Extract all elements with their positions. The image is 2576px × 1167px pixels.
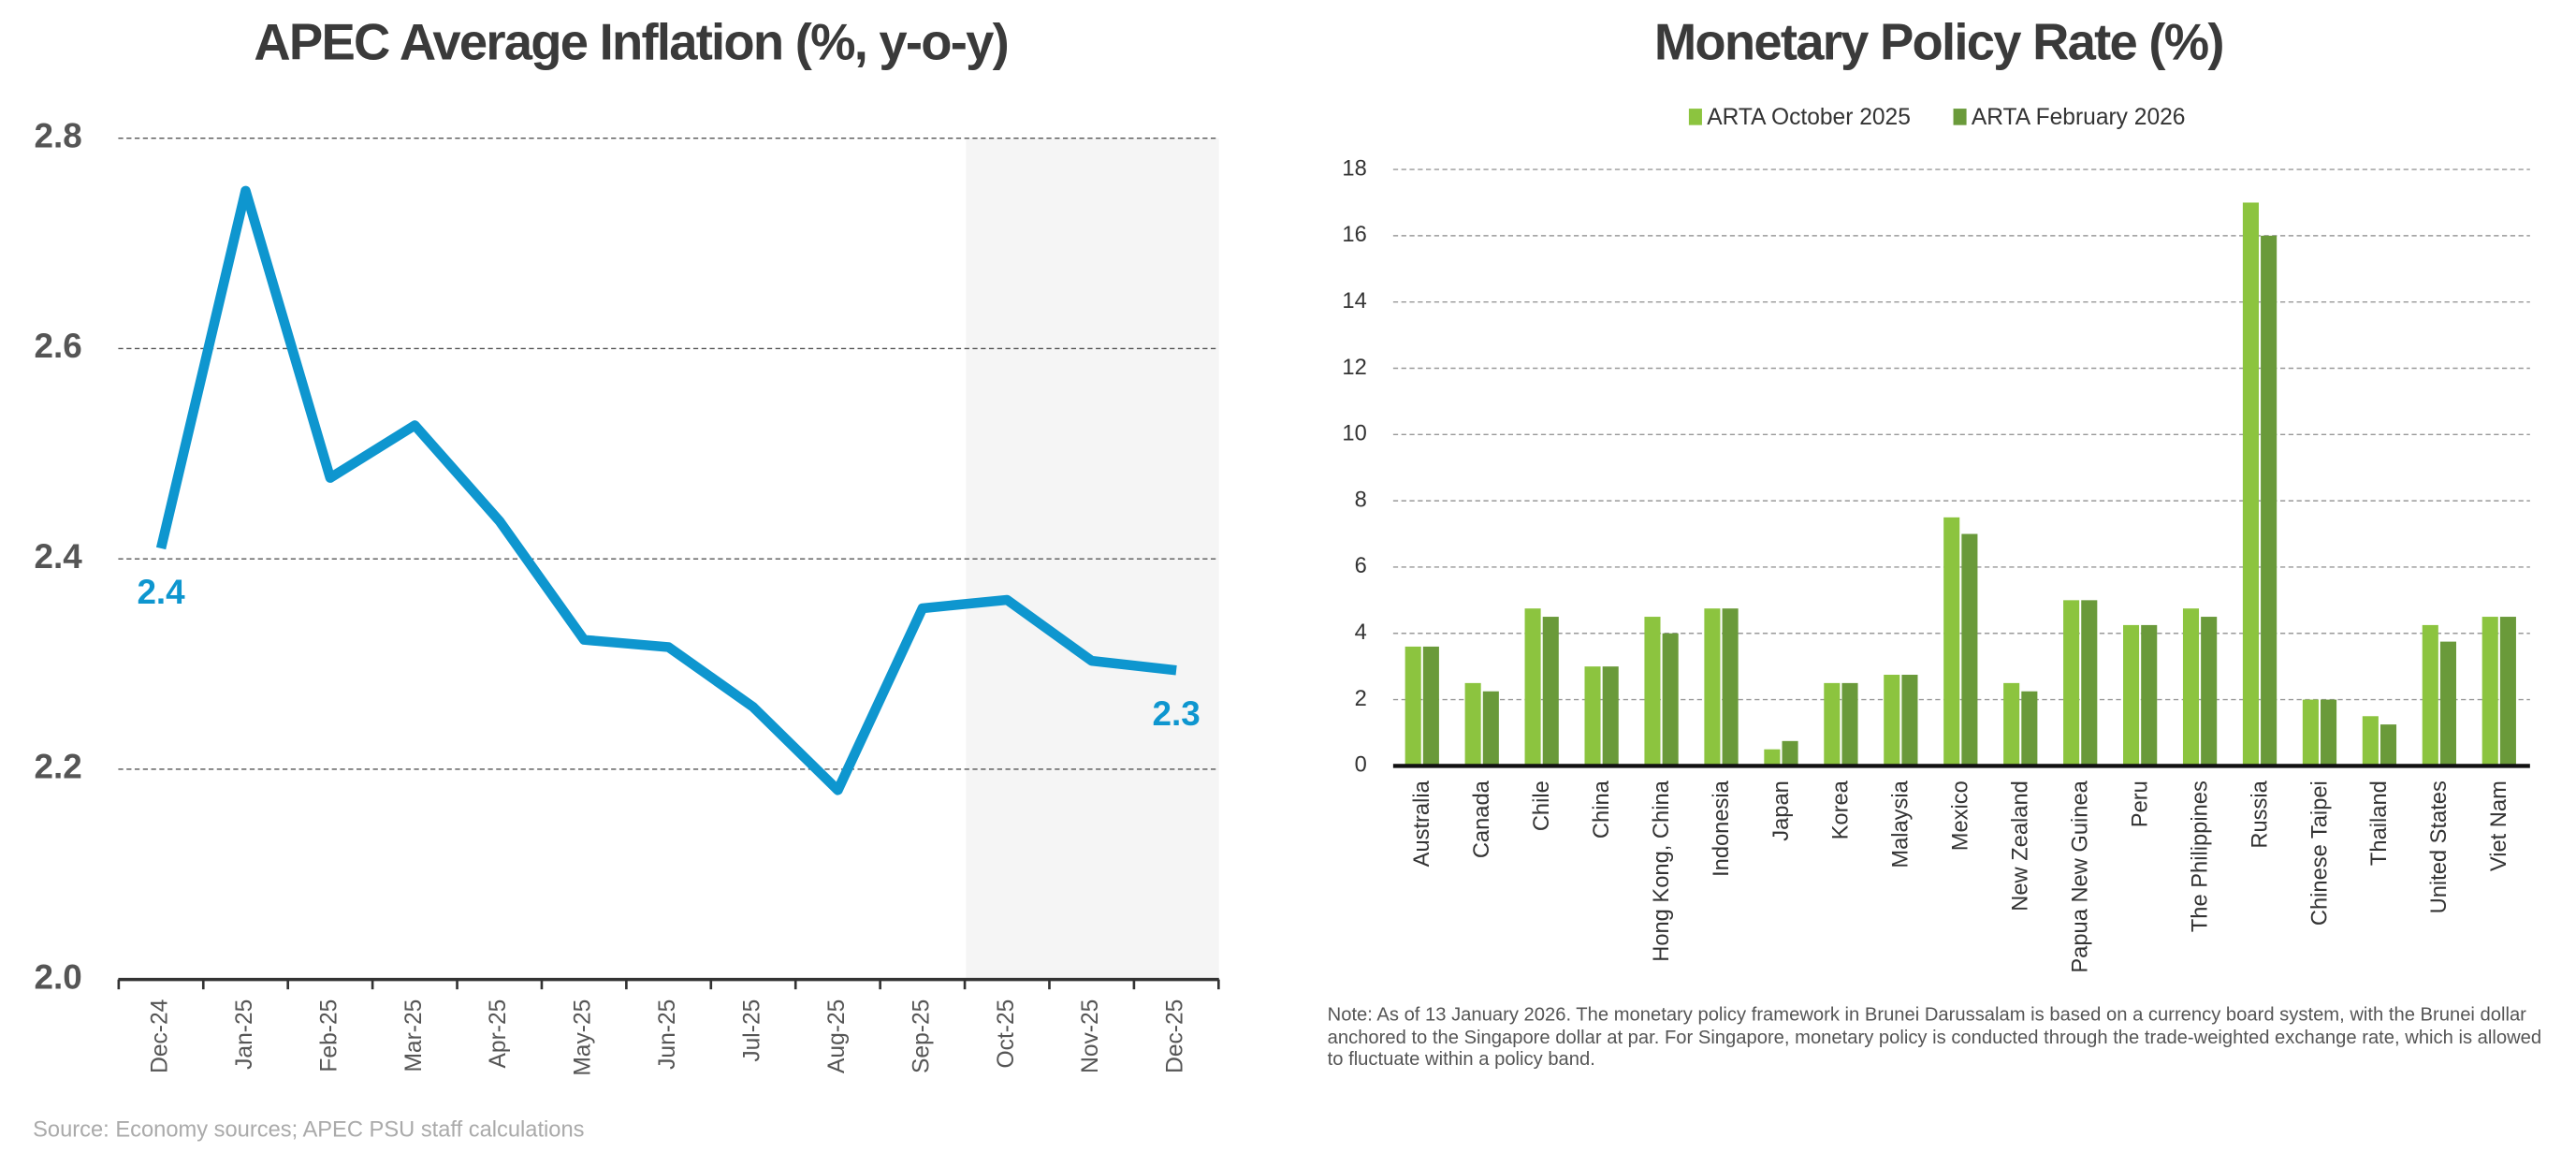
data-label: 2.4 bbox=[137, 573, 185, 611]
y-tick-label: 2.0 bbox=[35, 957, 82, 996]
note-box: Note: As of 13 January 2026. The monetar… bbox=[1327, 1005, 2542, 1071]
y-tick-label: 2 bbox=[1355, 687, 1367, 711]
x-tick-label: Thailand bbox=[2367, 780, 2392, 866]
y-tick-label: 4 bbox=[1355, 620, 1367, 645]
bar bbox=[2021, 691, 2038, 766]
bar bbox=[2422, 624, 2438, 766]
bar bbox=[1943, 517, 1960, 766]
x-tick-label: Jun-25 bbox=[655, 999, 680, 1070]
data-label: 2.3 bbox=[1152, 694, 1200, 733]
bar bbox=[1961, 533, 1978, 766]
y-tick-label: 18 bbox=[1342, 156, 1366, 181]
bar bbox=[1662, 633, 1679, 766]
note: Note: As of 13 January 2026. The monetar… bbox=[1327, 1005, 2542, 1071]
x-tick-label: Chinese Taipei bbox=[2307, 780, 2332, 926]
y-tick-label: 2.2 bbox=[35, 748, 82, 786]
x-tick-label: The Philippines bbox=[2188, 780, 2212, 932]
legend-swatch bbox=[1688, 109, 1702, 125]
x-tick-label: Mexico bbox=[1949, 780, 1973, 851]
x-tick-label: Dec-24 bbox=[148, 999, 173, 1073]
bar bbox=[2123, 624, 2140, 766]
x-tick-label: Jan-25 bbox=[232, 999, 257, 1070]
y-tick-label: 10 bbox=[1342, 422, 1366, 446]
x-tick-label: Viet Nam bbox=[2487, 780, 2511, 871]
line-series bbox=[155, 185, 1177, 795]
bar bbox=[1704, 608, 1721, 766]
bar bbox=[2081, 600, 2098, 766]
bar bbox=[1824, 682, 1841, 766]
y-tick-label: 8 bbox=[1355, 488, 1367, 512]
bar bbox=[1602, 666, 1619, 766]
x-tick-label: United States bbox=[2427, 780, 2452, 913]
bar bbox=[1542, 617, 1559, 766]
bar bbox=[1422, 646, 1439, 766]
x-tick-label: Nov-25 bbox=[1078, 999, 1103, 1073]
bar bbox=[1644, 617, 1661, 766]
x-tick-label: Oct-25 bbox=[994, 999, 1019, 1069]
bar bbox=[2063, 600, 2080, 766]
x-tick-label: Canada bbox=[1470, 780, 1494, 858]
bar bbox=[1901, 675, 1918, 766]
y-tick-label: 14 bbox=[1342, 289, 1366, 314]
bar bbox=[1464, 682, 1481, 766]
y-tick-label: 6 bbox=[1355, 554, 1367, 578]
bar bbox=[1524, 608, 1541, 766]
bar bbox=[2182, 608, 2200, 766]
x-tick-label: Jul-25 bbox=[740, 999, 765, 1062]
bar bbox=[2141, 624, 2158, 766]
bar bbox=[2321, 699, 2337, 766]
y-tick-label: 2.4 bbox=[35, 537, 83, 576]
bar bbox=[1884, 675, 1900, 766]
bar bbox=[2380, 724, 2397, 766]
legend-swatch bbox=[1953, 109, 1967, 125]
source: Source: Economy sources; APEC PSU staff … bbox=[33, 1117, 584, 1142]
chart-title: APEC Average Inflation (%, y-o-y) bbox=[254, 14, 1008, 71]
legend-label: ARTA October 2025 bbox=[1707, 105, 1911, 130]
x-tick-label: Mar-25 bbox=[401, 999, 427, 1072]
chart-title: Monetary Policy Rate (%) bbox=[1654, 14, 2223, 71]
x-tick-label: Apr-25 bbox=[486, 999, 511, 1069]
y-tick-label: 12 bbox=[1342, 356, 1366, 380]
bar bbox=[2302, 699, 2319, 766]
bar bbox=[2439, 641, 2456, 766]
x-tick-label: May-25 bbox=[571, 999, 596, 1076]
bar bbox=[2481, 617, 2498, 766]
x-tick-label: Russia bbox=[2248, 780, 2272, 848]
x-tick-label: Dec-25 bbox=[1163, 999, 1188, 1073]
x-tick-label: Feb-25 bbox=[316, 999, 342, 1072]
bar bbox=[2261, 235, 2278, 766]
bar bbox=[2201, 617, 2218, 766]
bar bbox=[2362, 716, 2379, 766]
y-tick-label: 0 bbox=[1355, 753, 1367, 778]
x-tick-label: Peru bbox=[2128, 780, 2152, 827]
bar bbox=[2242, 202, 2259, 766]
x-tick-label: Hong Kong, China bbox=[1650, 780, 1674, 961]
bar bbox=[1482, 691, 1499, 766]
y-tick-label: 2.6 bbox=[35, 327, 82, 365]
x-tick-label: Aug-25 bbox=[824, 999, 850, 1073]
bar bbox=[1782, 740, 1798, 766]
bar bbox=[1584, 666, 1601, 766]
y-tick-label: 16 bbox=[1342, 223, 1366, 247]
x-tick-label: Japan bbox=[1769, 780, 1794, 841]
bar bbox=[2003, 682, 2020, 766]
bar bbox=[1764, 749, 1781, 766]
bar bbox=[1404, 646, 1421, 766]
x-tick-label: Sep-25 bbox=[909, 999, 934, 1073]
x-tick-label: New Zealand bbox=[2009, 780, 2033, 912]
bar bbox=[1841, 682, 1858, 766]
x-tick-label: Australia bbox=[1410, 780, 1434, 867]
legend-label: ARTA February 2026 bbox=[1972, 105, 2186, 130]
y-tick-label: 2.8 bbox=[35, 116, 82, 154]
x-tick-label: Papua New Guinea bbox=[2069, 780, 2093, 972]
x-tick-label: Chile bbox=[1530, 780, 1554, 831]
x-tick-label: Korea bbox=[1829, 780, 1854, 839]
x-tick-label: Indonesia bbox=[1710, 780, 1734, 877]
bar bbox=[2499, 617, 2516, 766]
x-tick-label: China bbox=[1590, 780, 1614, 839]
x-tick-label: Malaysia bbox=[1889, 780, 1914, 868]
bar bbox=[1722, 608, 1739, 766]
